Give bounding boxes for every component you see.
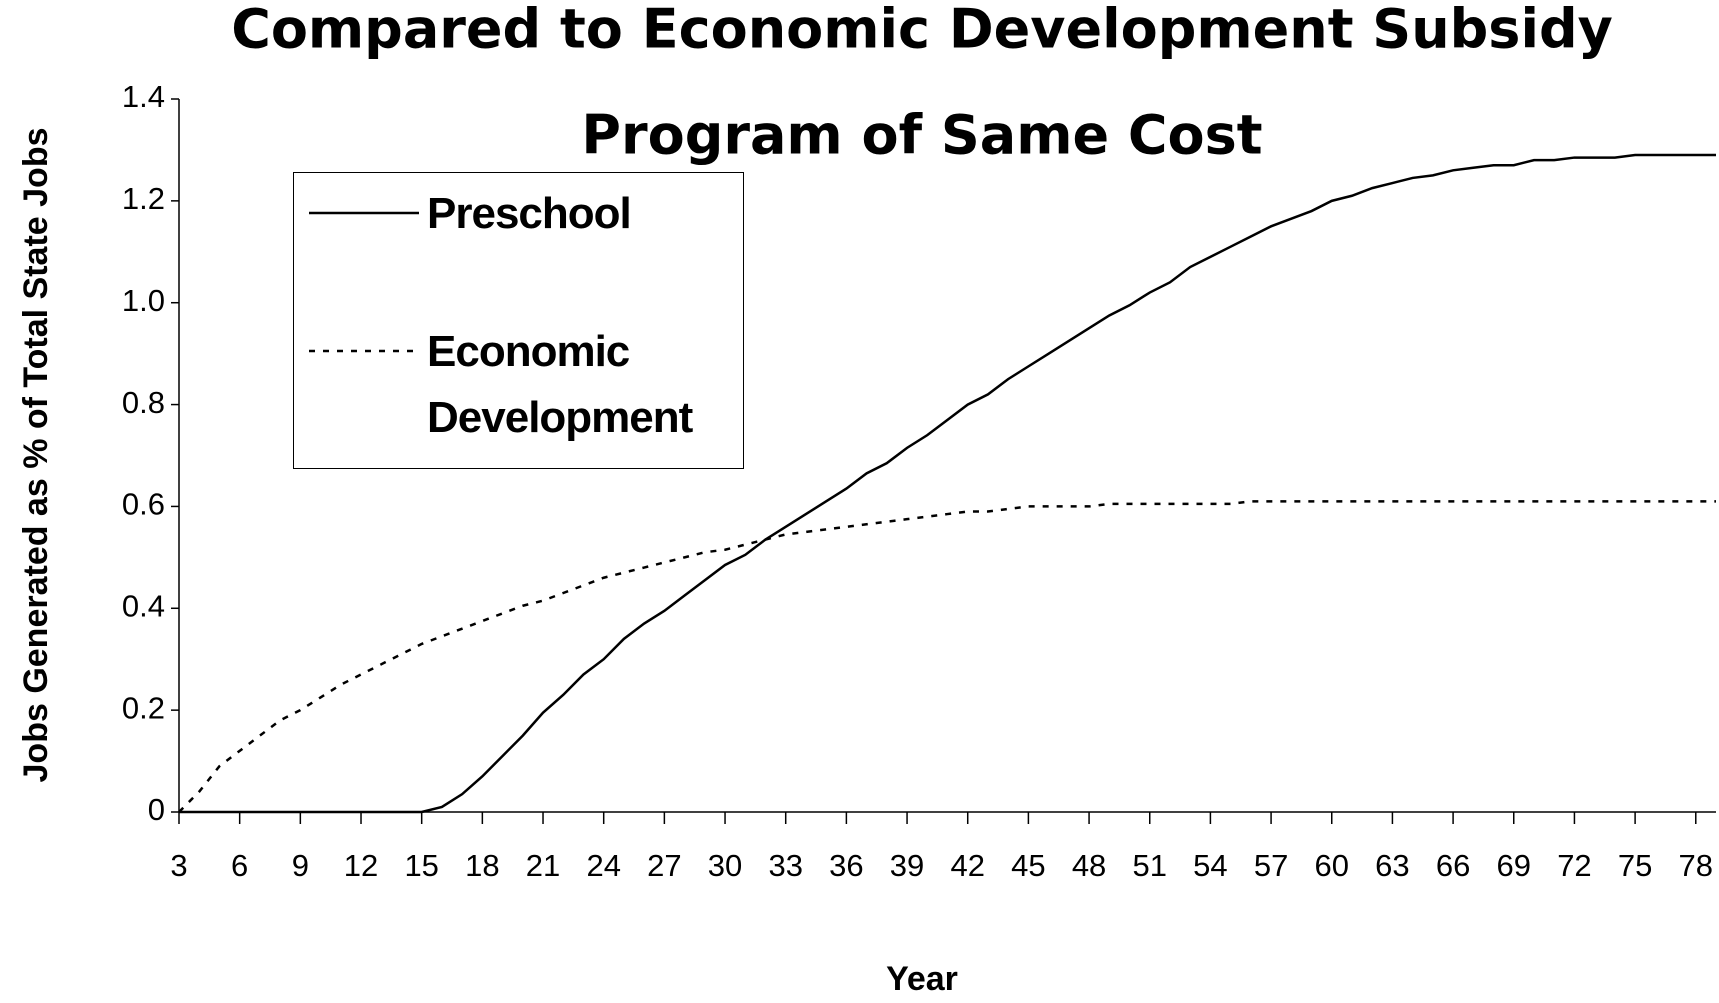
x-tick-label: 72: [1557, 848, 1591, 883]
x-tick-label: 18: [465, 848, 499, 883]
y-tick-label: 1.4: [122, 79, 165, 114]
x-tick-label: 24: [586, 848, 620, 883]
x-tick-label: 39: [890, 848, 924, 883]
chart-title-line: Program of Same Cost: [581, 104, 1262, 167]
x-tick-label: 12: [344, 848, 378, 883]
x-tick-label: 75: [1618, 848, 1652, 883]
x-tick-label: 66: [1436, 848, 1470, 883]
x-tick-label: 63: [1375, 848, 1409, 883]
x-tick-label: 9: [292, 848, 309, 883]
y-tick-label: 0.4: [122, 588, 165, 623]
y-tick-label: 0.6: [122, 487, 165, 522]
x-tick-label: 45: [1011, 848, 1045, 883]
x-tick-label: 51: [1132, 848, 1166, 883]
legend-label: Economic Development: [427, 327, 693, 442]
x-tick-label: 60: [1315, 848, 1349, 883]
x-tick-label: 57: [1254, 848, 1288, 883]
x-tick-label: 6: [231, 848, 248, 883]
x-tick-label: 69: [1497, 848, 1531, 883]
x-tick-label: 48: [1072, 848, 1106, 883]
y-tick-label: 1.2: [122, 181, 165, 216]
legend-swatch: [309, 349, 419, 353]
y-tick-label: 0: [148, 792, 165, 827]
legend-item: Preschool: [309, 181, 727, 247]
y-tick-label: 1.0: [122, 283, 165, 318]
legend-item: Economic Development: [309, 319, 727, 451]
legend-swatch: [309, 211, 419, 215]
y-tick-label: 0.2: [122, 690, 165, 725]
y-tick-label: 0.8: [122, 385, 165, 420]
series-line: [178, 500, 1716, 813]
x-tick-label: 21: [526, 848, 560, 883]
x-tick-label: 33: [768, 848, 802, 883]
x-tick-label: 3: [170, 848, 187, 883]
legend: Preschool Economic Development: [293, 172, 744, 469]
series-line: [179, 153, 1716, 814]
x-tick-label: 42: [950, 848, 984, 883]
x-tick-label: 78: [1679, 848, 1713, 883]
x-tick-label: 54: [1193, 848, 1227, 883]
y-axis-label: Jobs Generated as % of Total State Jobs: [17, 128, 55, 783]
x-axis-label: Year: [886, 960, 958, 998]
x-tick-label: 30: [708, 848, 742, 883]
x-tick-label: 15: [404, 848, 438, 883]
x-tick-label: 36: [829, 848, 863, 883]
legend-label: Preschool: [427, 189, 632, 238]
x-tick-label: 27: [647, 848, 681, 883]
chart-title-line: Compared to Economic Development Subsidy: [231, 0, 1613, 61]
